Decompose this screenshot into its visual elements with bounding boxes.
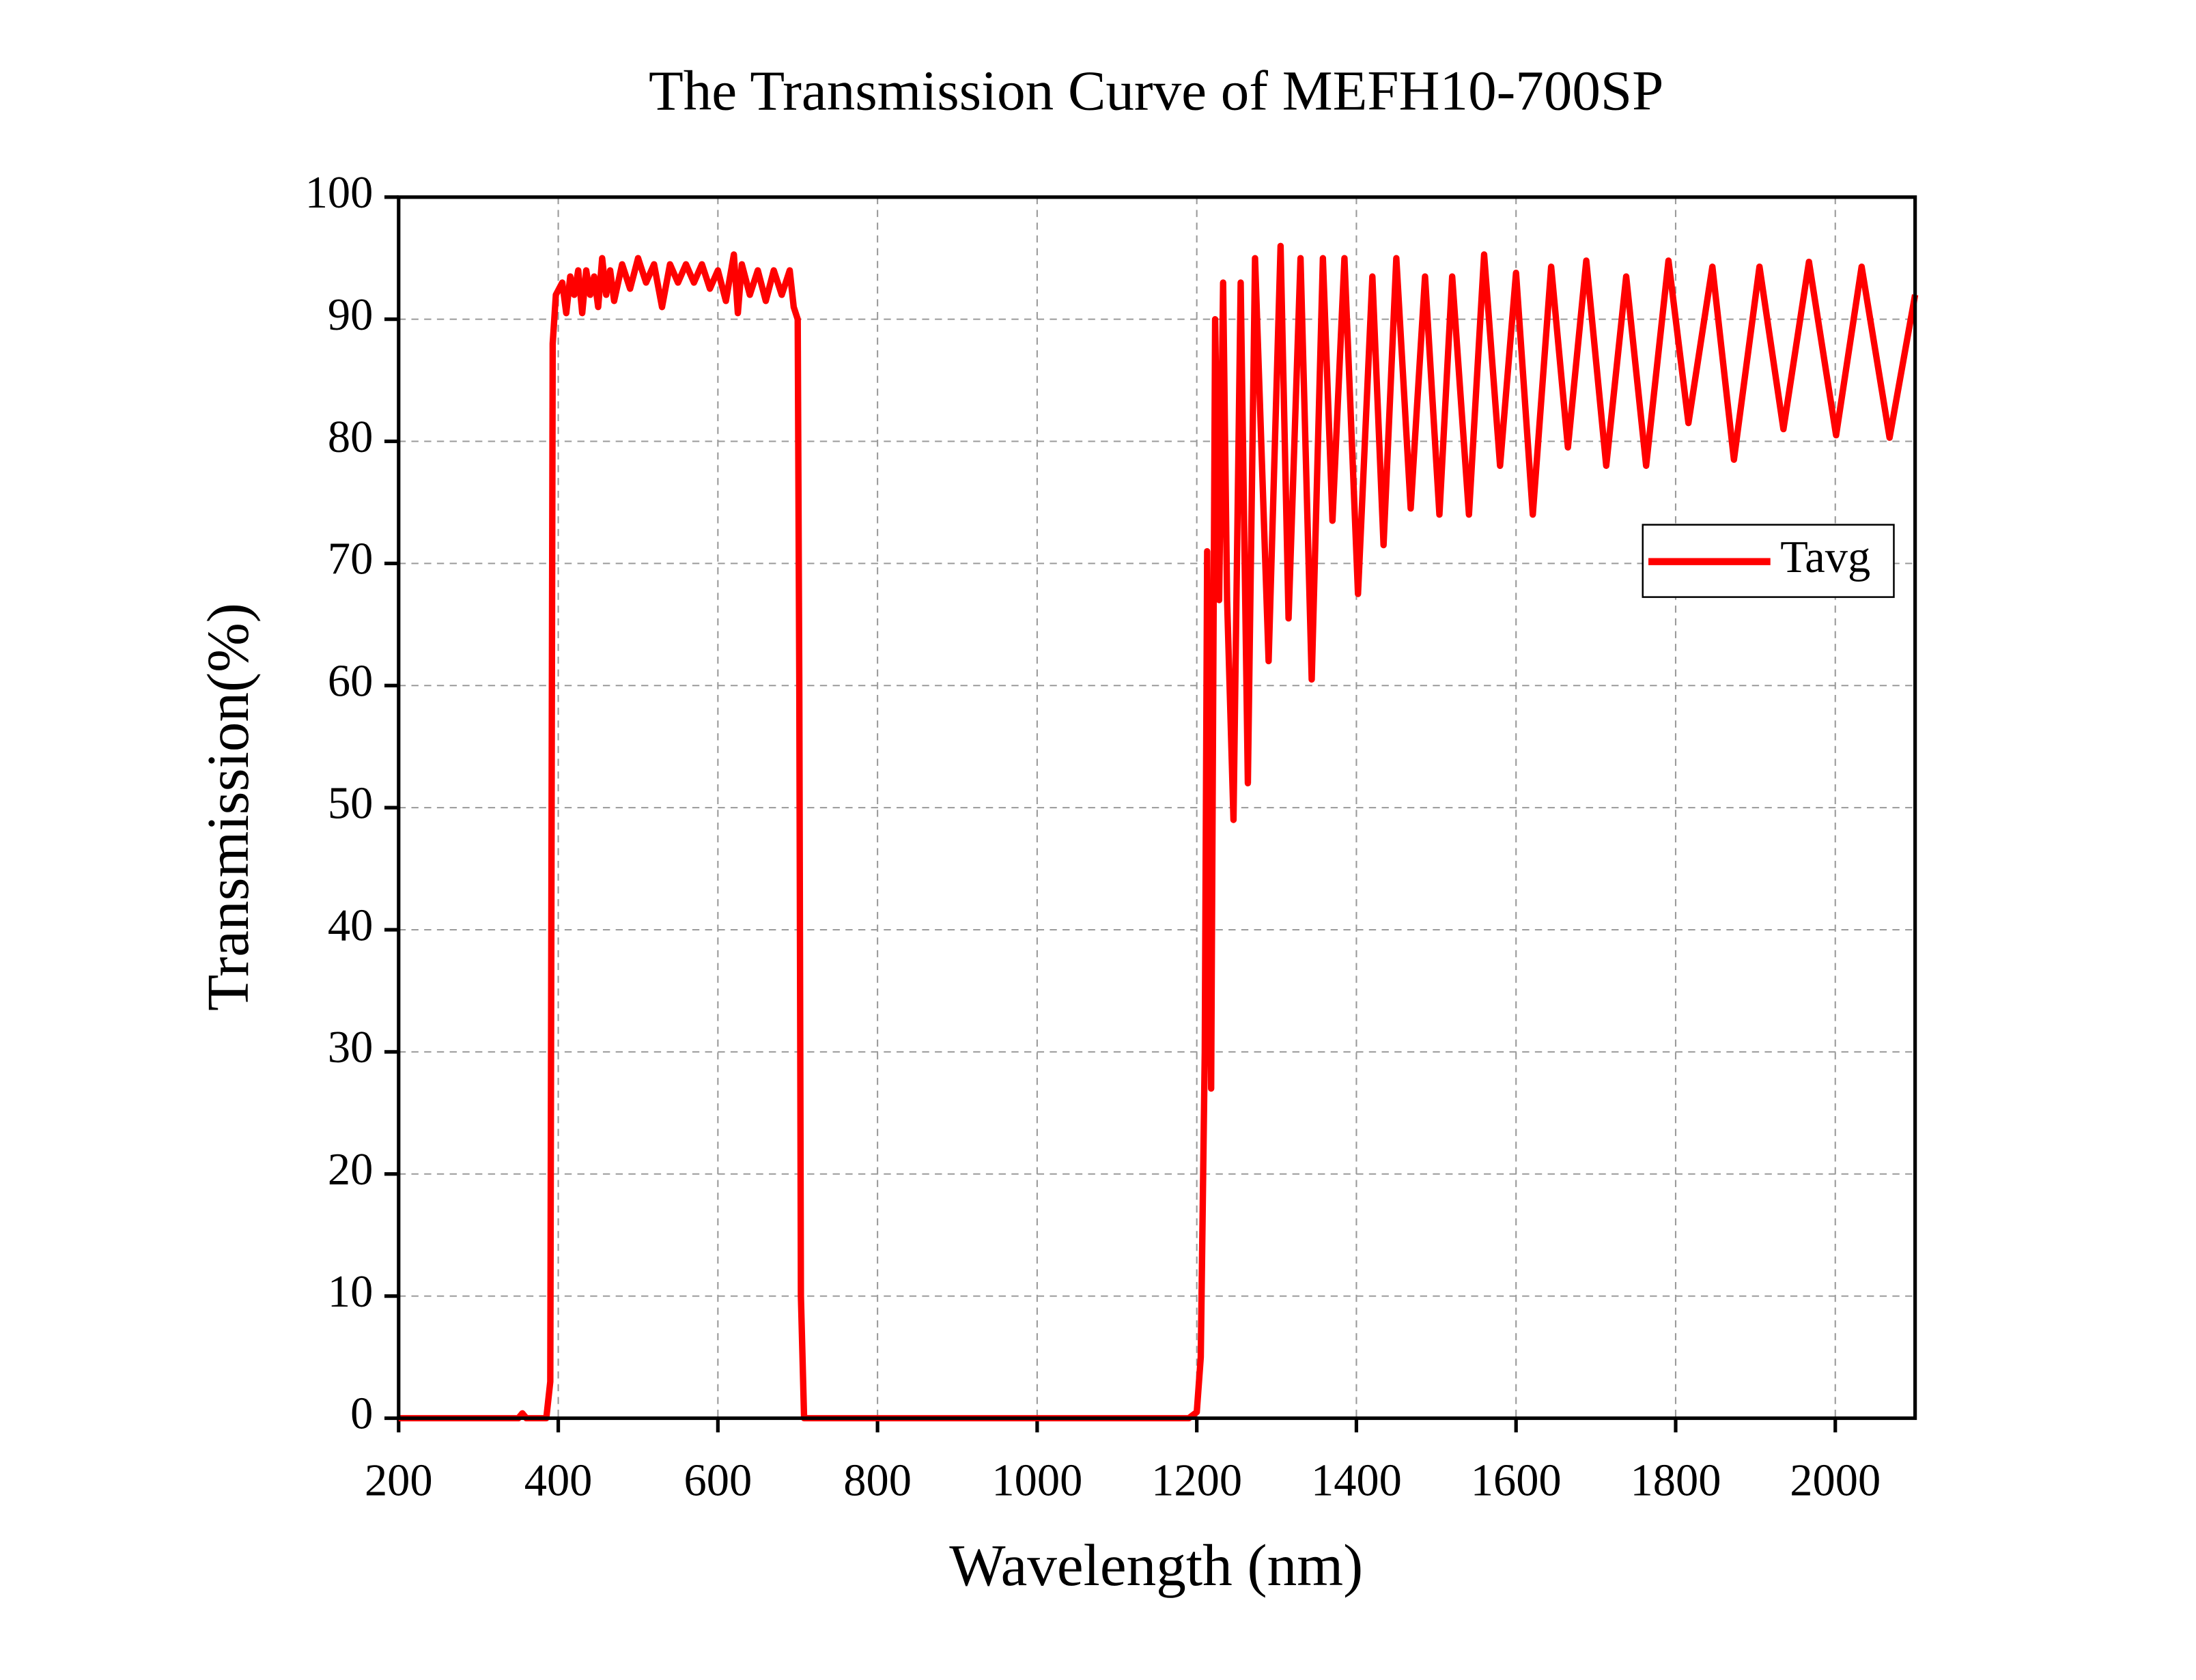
x-tick-label: 1600 (1471, 1455, 1562, 1505)
legend: Tavg (1642, 524, 1895, 598)
y-tick-label: 10 (328, 1267, 373, 1317)
x-axis-label: Wavelength (nm) (949, 1532, 1363, 1598)
x-tick-label: 400 (524, 1455, 593, 1505)
y-tick-label: 40 (328, 900, 373, 950)
y-tick-label: 80 (328, 412, 373, 462)
y-tick-label: 100 (305, 168, 374, 218)
x-tick-label: 200 (365, 1455, 433, 1505)
y-axis-label: Transmission(%) (195, 603, 261, 1011)
x-tick-label: 1800 (1631, 1455, 1721, 1505)
plot-frame (397, 195, 1917, 1421)
x-tick-label: 600 (684, 1455, 752, 1505)
x-tick-label: 1200 (1151, 1455, 1242, 1505)
y-tick-label: 0 (350, 1389, 373, 1439)
x-tick-label: 800 (843, 1455, 912, 1505)
y-tick-label: 60 (328, 657, 373, 707)
series-line (398, 242, 1919, 1422)
y-tick-label: 90 (328, 290, 373, 340)
x-tick-label: 1400 (1311, 1455, 1402, 1505)
chart-title: The Transmission Curve of MEFH10-700SP (649, 59, 1663, 122)
x-tick-label: 1000 (991, 1455, 1082, 1505)
y-tick-label: 50 (328, 778, 373, 828)
y-tick-label: 70 (328, 535, 373, 584)
y-tick-label: 30 (328, 1023, 373, 1072)
y-tick-label: 20 (328, 1145, 373, 1195)
x-tick-label: 2000 (1790, 1455, 1881, 1505)
legend-label: Tavg (1780, 532, 1870, 582)
